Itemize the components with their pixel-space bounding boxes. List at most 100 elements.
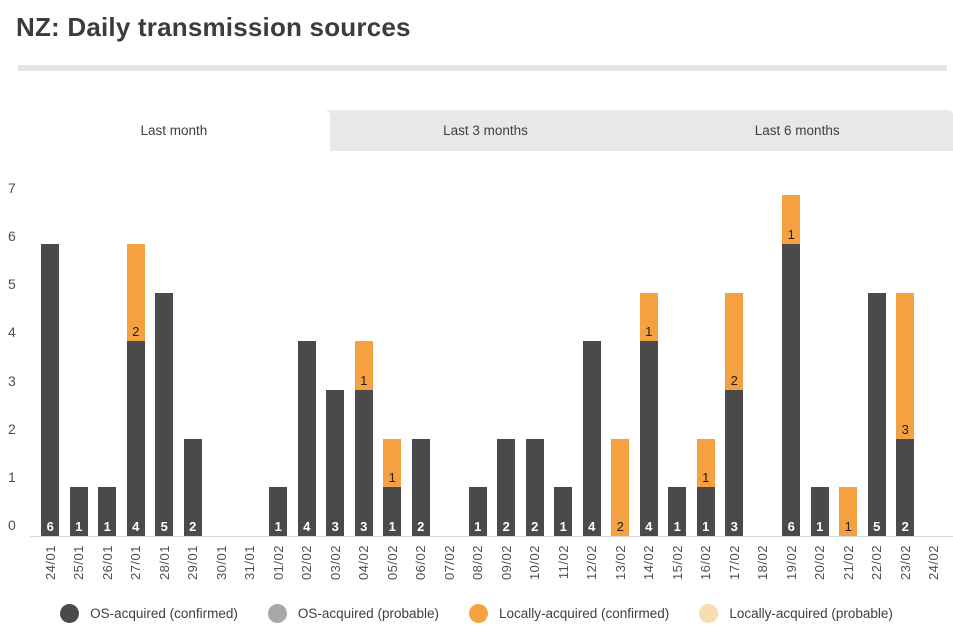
bar-value-label: 2 — [417, 519, 425, 534]
x-tick-label: 01/02 — [270, 545, 286, 581]
bar-segment[interactable]: 1 — [810, 487, 829, 536]
bar-value-label: 5 — [873, 519, 881, 534]
x-tick-label: 22/02 — [869, 545, 885, 581]
x-tick-label: 31/01 — [242, 545, 258, 581]
bar-segment[interactable]: 1 — [554, 487, 573, 536]
bar-segment[interactable]: 3 — [354, 389, 373, 536]
tab-last-month[interactable]: Last month — [18, 110, 330, 151]
x-tick: 06/02 — [407, 545, 436, 597]
stacked-bar: 3 — [326, 389, 345, 536]
bar-segment[interactable]: 1 — [98, 487, 117, 536]
bar-value-label: 2 — [132, 324, 140, 340]
bar-segment[interactable]: 1 — [696, 438, 715, 488]
bar-segment[interactable]: 4 — [297, 341, 316, 536]
tab-label: Last 3 months — [443, 123, 528, 138]
bar-segment[interactable]: 1 — [782, 195, 801, 244]
legend-label: OS-acquired (probable) — [297, 606, 439, 621]
x-tick-label: 25/01 — [71, 545, 87, 581]
bar-segment[interactable]: 1 — [269, 487, 288, 536]
bar-column: 6 — [36, 185, 65, 536]
legend-item[interactable]: OS-acquired (confirmed) — [60, 604, 238, 623]
x-axis-baseline — [30, 536, 953, 537]
bar-segment[interactable]: 3 — [725, 389, 744, 536]
bar-segment[interactable]: 2 — [896, 438, 915, 536]
tab-last-3-months[interactable]: Last 3 months — [330, 110, 642, 151]
bar-segment[interactable]: 1 — [696, 487, 715, 536]
bar-value-label: 6 — [46, 519, 54, 534]
bar-value-label: 1 — [388, 519, 396, 534]
bar-segment[interactable]: 2 — [611, 438, 630, 536]
bar-segment[interactable]: 5 — [155, 292, 174, 536]
x-axis: 24/01 25/01 26/01 27/01 28/01 29/01 30/01 31/01… — [36, 545, 948, 597]
bar-value-label: 1 — [559, 519, 567, 534]
x-tick: 14/02 — [635, 545, 664, 597]
bar-segment[interactable]: 2 — [725, 292, 744, 390]
bar-column: 1 — [834, 185, 863, 536]
y-tick-label: 7 — [8, 180, 16, 197]
bar-segment[interactable]: 1 — [468, 487, 487, 536]
bar-segment[interactable]: 4 — [126, 341, 145, 536]
bar-segment[interactable]: 6 — [41, 243, 60, 536]
x-tick-label: 04/02 — [356, 545, 372, 581]
bar-value-label: 1 — [844, 519, 852, 534]
bar-value-label: 1 — [474, 519, 482, 534]
bar-column: 2 — [606, 185, 635, 536]
x-tick-label: 20/02 — [812, 545, 828, 581]
bar-segment[interactable]: 1 — [383, 487, 402, 536]
bar-segment[interactable]: 2 — [411, 438, 430, 536]
stacked-bar: 5 — [867, 292, 886, 536]
bar-segment[interactable]: 1 — [69, 487, 88, 536]
stacked-bar: 1 — [69, 487, 88, 536]
bar-value-label: 1 — [702, 519, 710, 534]
legend-item[interactable]: OS-acquired (probable) — [267, 604, 439, 623]
bar-value-label: 2 — [531, 519, 539, 534]
x-tick: 13/02 — [606, 545, 635, 597]
x-tick: 11/02 — [549, 545, 578, 597]
bar-segment[interactable]: 2 — [183, 438, 202, 536]
bar-segment[interactable]: 4 — [639, 341, 658, 536]
bar-segment[interactable]: 5 — [867, 292, 886, 536]
x-tick-label: 13/02 — [612, 545, 628, 581]
time-range-tabs: Last month Last 3 months Last 6 months — [18, 110, 953, 151]
x-tick: 23/02 — [891, 545, 920, 597]
bar-segment[interactable]: 2 — [525, 438, 544, 536]
bar-segment[interactable]: 1 — [639, 292, 658, 342]
x-tick-label: 07/02 — [441, 545, 457, 581]
bar-segment[interactable]: 2 — [497, 438, 516, 536]
x-tick-label: 09/02 — [498, 545, 514, 581]
bar-column: 2 — [492, 185, 521, 536]
bar-segment[interactable]: 1 — [354, 341, 373, 390]
x-tick-label: 14/02 — [641, 545, 657, 581]
bar-segment[interactable]: 3 — [326, 389, 345, 536]
x-tick-label: 27/01 — [128, 545, 144, 581]
x-tick-label: 29/01 — [185, 545, 201, 581]
bar-segment[interactable]: 6 — [782, 243, 801, 536]
legend-label: Locally-acquired (probable) — [729, 606, 893, 621]
bar-segment[interactable]: 1 — [383, 438, 402, 488]
bar-segment[interactable]: 1 — [668, 487, 687, 536]
bar-value-label: 2 — [502, 519, 510, 534]
tab-last-6-months[interactable]: Last 6 months — [641, 110, 953, 151]
stacked-bar: 1 — [839, 487, 858, 536]
bar-segment[interactable]: 3 — [896, 292, 915, 439]
bar-segment[interactable]: 1 — [839, 487, 858, 536]
x-tick-label: 17/02 — [726, 545, 742, 581]
y-tick-label: 6 — [8, 228, 16, 245]
bar-segment[interactable]: 4 — [582, 341, 601, 536]
bar-column: 2 — [179, 185, 208, 536]
legend-item[interactable]: Locally-acquired (confirmed) — [468, 604, 669, 623]
bar-segment[interactable]: 2 — [126, 243, 145, 342]
legend-item[interactable]: Locally-acquired (probable) — [699, 604, 893, 623]
